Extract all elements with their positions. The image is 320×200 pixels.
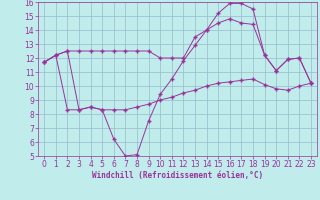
X-axis label: Windchill (Refroidissement éolien,°C): Windchill (Refroidissement éolien,°C) — [92, 171, 263, 180]
